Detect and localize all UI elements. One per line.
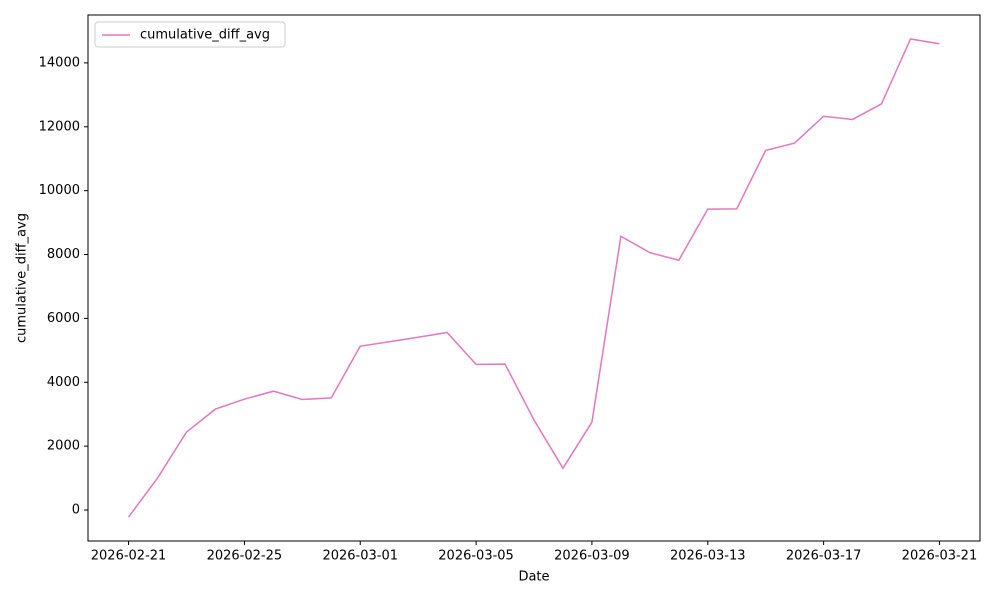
y-axis-label: cumulative_diff_avg (15, 213, 30, 343)
x-axis-label: Date (518, 570, 549, 585)
y-tick-label: 14000 (39, 55, 80, 70)
y-tick-label: 12000 (39, 119, 80, 134)
x-tick-label: 2026-03-17 (786, 549, 862, 564)
y-tick-label: 10000 (39, 183, 80, 198)
legend-box (94, 21, 286, 48)
plot-frame (87, 14, 981, 542)
x-tick-label: 2026-02-21 (91, 549, 167, 564)
y-tick-label: 4000 (47, 375, 80, 390)
x-tick-label: 2026-03-09 (554, 549, 630, 564)
y-tick-label: 8000 (47, 247, 80, 262)
y-tick-label: 0 (72, 503, 80, 518)
y-tick-label: 6000 (47, 311, 80, 326)
x-tick-label: 2026-03-21 (902, 549, 978, 564)
x-tick-label: 2026-03-01 (322, 549, 398, 564)
y-tick-label: 2000 (47, 439, 80, 454)
legend-label: cumulative_diff_avg (140, 28, 270, 43)
x-tick-label: 2026-02-25 (207, 549, 283, 564)
x-tick-label: 2026-03-13 (670, 549, 746, 564)
line (127, 38, 940, 518)
x-tick-label: 2026-03-05 (438, 549, 514, 564)
